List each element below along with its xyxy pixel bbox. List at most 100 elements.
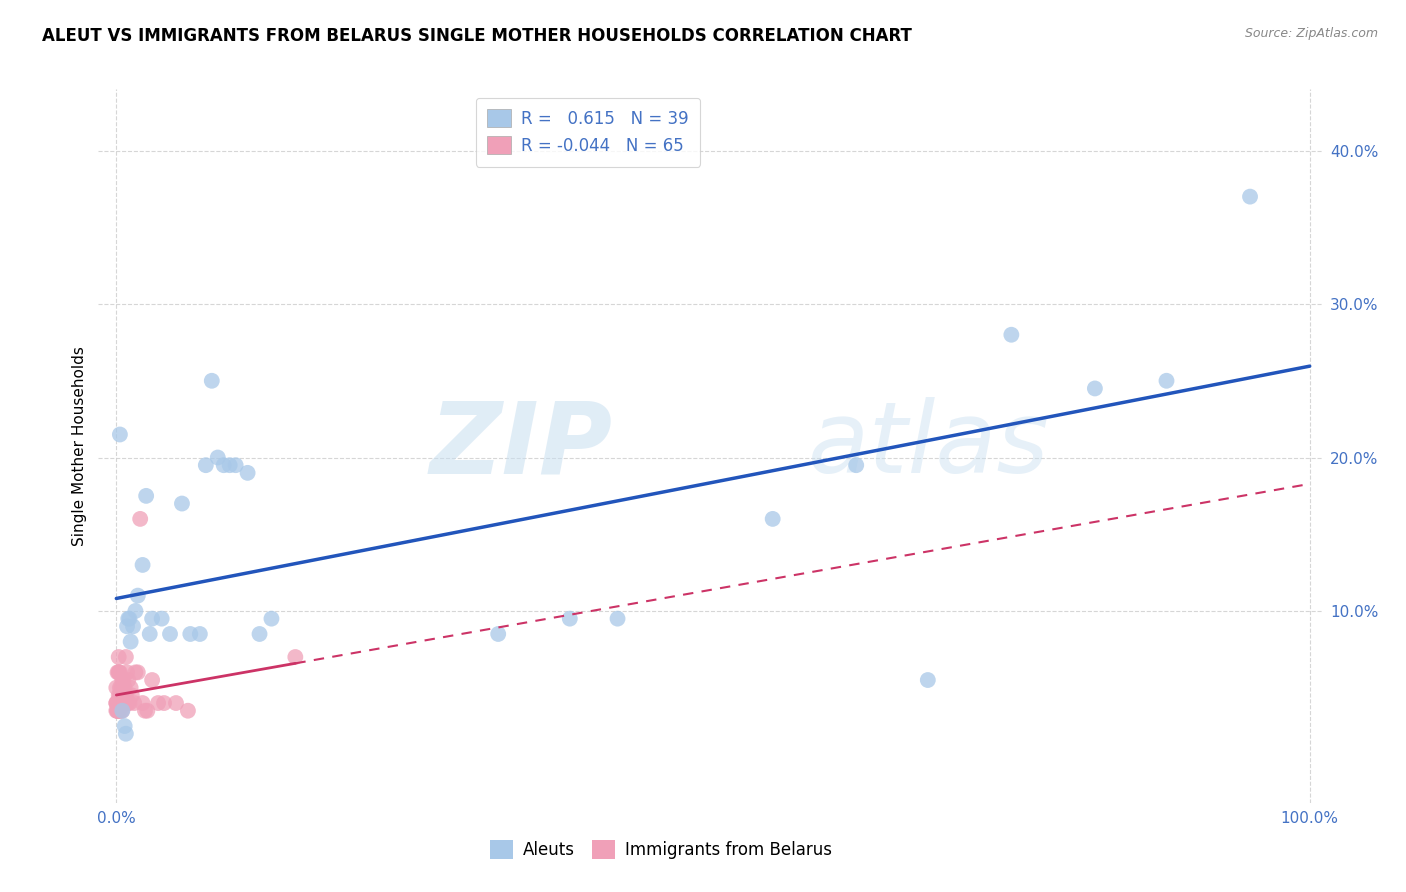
- Point: [107, 696, 129, 710]
- Point: [111, 681, 134, 695]
- Point: [150, 612, 173, 626]
- Point: [115, 696, 138, 710]
- Point: [1239, 189, 1261, 203]
- Point: [115, 689, 138, 703]
- Point: [121, 689, 143, 703]
- Point: [117, 673, 139, 687]
- Point: [165, 696, 187, 710]
- Point: [107, 704, 129, 718]
- Point: [108, 704, 131, 718]
- Point: [112, 673, 135, 687]
- Point: [107, 696, 129, 710]
- Point: [110, 704, 132, 718]
- Point: [114, 689, 136, 703]
- Text: atlas: atlas: [808, 398, 1049, 494]
- Point: [107, 665, 129, 680]
- Point: [118, 612, 141, 626]
- Point: [111, 704, 134, 718]
- Point: [114, 681, 136, 695]
- Point: [249, 627, 271, 641]
- Point: [845, 458, 868, 473]
- Point: [207, 450, 229, 465]
- Point: [108, 681, 131, 695]
- Point: [105, 696, 128, 710]
- Point: [117, 612, 139, 626]
- Point: [108, 696, 131, 710]
- Point: [111, 696, 134, 710]
- Point: [107, 704, 129, 718]
- Point: [107, 696, 129, 710]
- Point: [153, 696, 176, 710]
- Point: [124, 604, 146, 618]
- Point: [115, 650, 138, 665]
- Point: [127, 589, 149, 603]
- Point: [606, 612, 628, 626]
- Point: [107, 696, 129, 710]
- Point: [218, 458, 240, 473]
- Point: [127, 665, 149, 680]
- Text: ALEUT VS IMMIGRANTS FROM BELARUS SINGLE MOTHER HOUSEHOLDS CORRELATION CHART: ALEUT VS IMMIGRANTS FROM BELARUS SINGLE …: [42, 27, 912, 45]
- Point: [1156, 374, 1178, 388]
- Point: [110, 696, 132, 710]
- Point: [108, 665, 131, 680]
- Point: [105, 704, 128, 718]
- Point: [115, 665, 138, 680]
- Point: [107, 696, 129, 710]
- Point: [107, 689, 129, 703]
- Point: [260, 612, 283, 626]
- Point: [762, 512, 785, 526]
- Point: [110, 689, 132, 703]
- Point: [1000, 327, 1022, 342]
- Point: [122, 619, 145, 633]
- Point: [201, 374, 224, 388]
- Point: [124, 665, 146, 680]
- Point: [284, 650, 307, 665]
- Point: [107, 650, 129, 665]
- Point: [107, 665, 129, 680]
- Point: [107, 704, 129, 718]
- Text: Source: ZipAtlas.com: Source: ZipAtlas.com: [1244, 27, 1378, 40]
- Point: [108, 696, 131, 710]
- Point: [105, 681, 128, 695]
- Point: [131, 558, 153, 572]
- Point: [111, 704, 134, 718]
- Point: [141, 673, 163, 687]
- Point: [107, 704, 129, 718]
- Point: [107, 696, 129, 710]
- Point: [114, 719, 136, 733]
- Point: [120, 681, 142, 695]
- Point: [107, 665, 129, 680]
- Text: ZIP: ZIP: [429, 398, 612, 494]
- Point: [115, 696, 138, 710]
- Point: [122, 696, 145, 710]
- Point: [118, 696, 141, 710]
- Point: [131, 696, 153, 710]
- Legend: Aleuts, Immigrants from Belarus: Aleuts, Immigrants from Belarus: [484, 834, 839, 866]
- Point: [107, 704, 129, 718]
- Point: [188, 627, 211, 641]
- Point: [486, 627, 509, 641]
- Point: [110, 696, 132, 710]
- Point: [120, 634, 142, 648]
- Point: [111, 673, 134, 687]
- Point: [117, 696, 139, 710]
- Point: [114, 696, 136, 710]
- Point: [134, 704, 156, 718]
- Point: [236, 466, 259, 480]
- Point: [115, 727, 138, 741]
- Point: [177, 704, 200, 718]
- Point: [159, 627, 181, 641]
- Point: [179, 627, 201, 641]
- Point: [108, 689, 131, 703]
- Point: [129, 512, 152, 526]
- Point: [107, 696, 129, 710]
- Point: [194, 458, 217, 473]
- Point: [135, 489, 157, 503]
- Point: [212, 458, 235, 473]
- Point: [225, 458, 247, 473]
- Point: [108, 427, 131, 442]
- Point: [170, 497, 193, 511]
- Point: [107, 696, 129, 710]
- Point: [558, 612, 581, 626]
- Point: [917, 673, 939, 687]
